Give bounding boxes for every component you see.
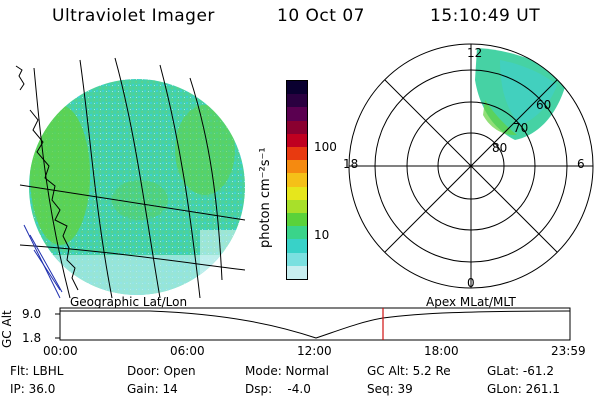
colorbar-segment [287, 265, 307, 280]
info-flt: Flt: LBHL [10, 364, 64, 378]
colorbar-tick-10: 10 [314, 228, 330, 242]
info-gcalt: GC Alt: 5.2 Re [367, 364, 451, 378]
colorbar-segment [287, 160, 307, 174]
colorbar-segment [287, 133, 307, 148]
coastline [15, 65, 79, 291]
gc-alt-timeline [55, 307, 571, 341]
info-mode: Mode: Normal [245, 364, 329, 378]
colorbar-segment [287, 173, 307, 187]
info-door: Door: Open [127, 364, 196, 378]
geographic-image [15, 57, 246, 299]
colorbar-segment [287, 186, 307, 200]
timeline-xtick-1800: 18:00 [424, 344, 459, 358]
timeline-xtick-2359: 23:59 [551, 344, 586, 358]
timeline-xtick-0600: 06:00 [170, 344, 205, 358]
timeline-ytick-low: 1.8 [22, 331, 42, 345]
polar-panel-label: Apex MLat/MLT [426, 295, 516, 309]
timeline-ytick-high: 9.0 [22, 307, 42, 321]
colorbar-segment [287, 120, 307, 134]
colorbar-segment [287, 147, 307, 161]
mlt-label-0: 0 [467, 276, 475, 290]
lat-label-60: 60 [536, 98, 552, 112]
colorbar [286, 80, 308, 280]
mlt-label-6: 6 [577, 157, 585, 171]
colorbar-segment [287, 94, 307, 108]
date-label: 10 Oct 07 [277, 6, 365, 26]
info-dsp: Dsp: -4.0 [245, 382, 311, 396]
colorbar-segment [287, 199, 307, 214]
mlt-label-12: 12 [467, 46, 483, 60]
timeline-xtick-0000: 00:00 [43, 344, 78, 358]
mlt-label-18: 18 [343, 157, 359, 171]
colorbar-segment [287, 252, 307, 266]
colorbar-segment [287, 81, 307, 95]
colorbar-tick-100: 100 [314, 140, 337, 154]
timeline-ylabel: GC Alt [0, 310, 14, 348]
lat-label-80: 80 [492, 141, 508, 155]
colorbar-segment [287, 239, 307, 253]
app-title: Ultraviolet Imager [52, 6, 215, 26]
lat-label-70: 70 [513, 121, 529, 135]
geo-panel-label: Geographic Lat/Lon [70, 295, 188, 309]
colorbar-segment [287, 213, 307, 227]
colorbar-segment [287, 107, 307, 121]
polar-plot [348, 43, 594, 289]
info-gain: Gain: 14 [127, 382, 178, 396]
gc-alt-curve [60, 310, 571, 339]
info-glon: GLon: 261.1 [487, 382, 560, 396]
colorbar-unit-label: photon cm⁻²s⁻¹ [258, 147, 273, 248]
colorbar-segment [287, 226, 307, 240]
timeline-xtick-1200: 12:00 [297, 344, 332, 358]
info-ip: IP: 36.0 [10, 382, 56, 396]
info-glat: GLat: -61.2 [487, 364, 554, 378]
info-seq: Seq: 39 [367, 382, 413, 396]
time-label: 15:10:49 UT [430, 6, 541, 26]
